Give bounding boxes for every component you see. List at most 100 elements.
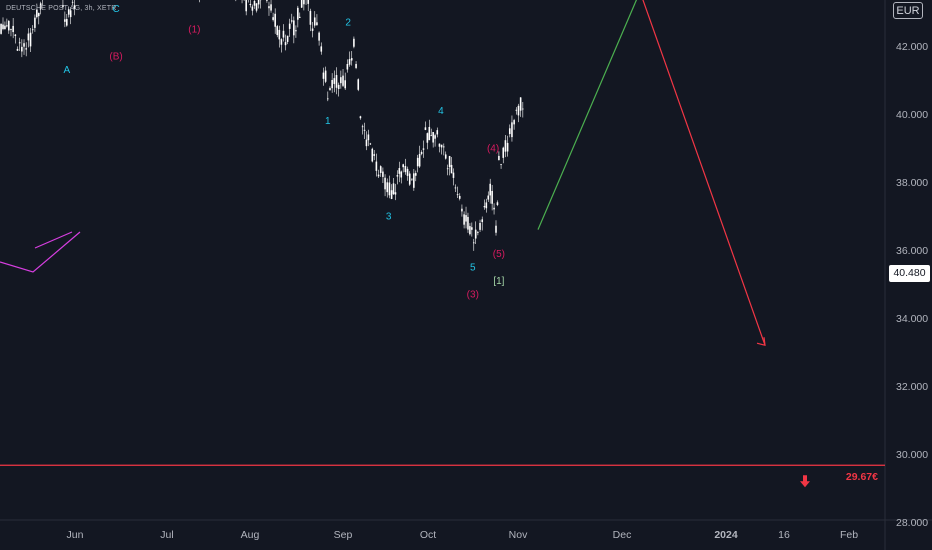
candle-body xyxy=(402,164,404,168)
candle-body xyxy=(434,135,436,139)
candle-body xyxy=(382,171,384,177)
candle-body xyxy=(23,43,25,47)
candle-body xyxy=(511,122,513,138)
candle-body xyxy=(367,134,370,141)
price-tick-label: 34.000 xyxy=(896,313,928,325)
candle-body xyxy=(400,171,403,178)
candle-body xyxy=(316,22,318,26)
candle-body xyxy=(66,18,68,26)
candle-body xyxy=(300,0,303,8)
candle-body xyxy=(27,33,30,41)
candle-body xyxy=(413,173,415,188)
candle-body xyxy=(392,183,395,195)
candle-body xyxy=(485,202,488,209)
candle-body xyxy=(469,226,471,235)
candle-body xyxy=(489,183,491,196)
candle-body xyxy=(249,3,252,6)
candle-body xyxy=(324,70,327,82)
candle-body xyxy=(456,194,459,196)
candle-body xyxy=(467,216,469,230)
candle-body xyxy=(443,146,445,148)
time-tick-label: Sep xyxy=(334,529,353,541)
candle-body xyxy=(295,30,297,32)
candle-body xyxy=(251,6,254,11)
candle-body xyxy=(450,164,453,174)
candle-body xyxy=(500,164,502,165)
candle-body xyxy=(359,116,362,119)
candle-body xyxy=(440,144,443,148)
candle-body xyxy=(386,182,389,193)
price-tick-label: 28.000 xyxy=(896,517,928,529)
candle-body xyxy=(67,9,70,15)
candle-body xyxy=(37,12,40,17)
candle-body xyxy=(342,75,344,86)
time-tick-label: Nov xyxy=(509,529,528,541)
candle-body xyxy=(479,223,481,230)
wave-label: (5) xyxy=(493,249,505,260)
candle-body xyxy=(12,25,14,33)
wave-label: (3) xyxy=(467,290,479,301)
candle-body xyxy=(4,25,6,30)
candle-body xyxy=(465,215,467,222)
candle-body xyxy=(350,58,353,61)
arrow-down-icon xyxy=(800,475,810,488)
candle-body xyxy=(519,97,522,111)
candle-body xyxy=(357,79,360,90)
candle-body xyxy=(298,16,301,18)
candle-body xyxy=(355,63,357,68)
candle-body xyxy=(513,120,515,125)
candle-body xyxy=(290,20,293,22)
candle-body xyxy=(404,165,407,173)
price-tick-label: 32.000 xyxy=(896,381,928,393)
candle-body xyxy=(373,154,375,156)
candle-body xyxy=(474,229,477,239)
candle-body xyxy=(327,98,329,100)
candle-body xyxy=(337,84,340,90)
candle-body xyxy=(375,161,378,171)
price-tick-label: 36.000 xyxy=(896,245,928,257)
candle-body xyxy=(365,139,368,147)
candle-body xyxy=(472,242,475,244)
candle-body xyxy=(313,17,316,26)
candle-body xyxy=(255,3,258,11)
candle-body xyxy=(508,128,511,135)
candle-body xyxy=(406,168,409,176)
candle-body xyxy=(331,80,333,89)
candle-body xyxy=(444,154,447,159)
wave-label: (4) xyxy=(487,143,499,154)
candle-body xyxy=(320,46,323,52)
candle-body xyxy=(504,140,507,152)
candle-body xyxy=(245,0,247,12)
candle-body xyxy=(268,6,270,9)
candle-body xyxy=(390,190,393,199)
candle-body xyxy=(424,127,427,130)
candle-body xyxy=(379,166,382,173)
wave-label: (B) xyxy=(109,52,122,63)
wedge-lower-line xyxy=(0,231,81,273)
time-tick-label: Feb xyxy=(840,529,858,541)
candle-body xyxy=(329,88,331,91)
candle-body xyxy=(286,35,289,42)
last-price-badge: 40.480 xyxy=(889,265,930,282)
candle-body xyxy=(493,207,495,210)
candle-body xyxy=(408,173,411,185)
candle-body xyxy=(477,232,479,233)
candle-body xyxy=(448,156,451,167)
projection-down-arrowhead xyxy=(756,337,766,346)
currency-selector[interactable]: EUR xyxy=(893,2,923,19)
candle-body xyxy=(69,10,72,18)
candle-body xyxy=(333,78,336,84)
candle-body xyxy=(71,1,74,3)
candle-body xyxy=(388,182,391,196)
candle-body xyxy=(348,59,351,65)
time-tick-label: Aug xyxy=(241,529,260,541)
wave-label: (1) xyxy=(188,24,200,35)
price-tick-label: 40.000 xyxy=(896,109,928,121)
candle-body xyxy=(363,129,366,131)
time-tick-label: Oct xyxy=(420,529,436,541)
candle-body xyxy=(293,20,295,36)
candle-body xyxy=(340,77,342,84)
candle-body xyxy=(432,131,434,143)
time-tick-label: Jun xyxy=(67,529,84,541)
